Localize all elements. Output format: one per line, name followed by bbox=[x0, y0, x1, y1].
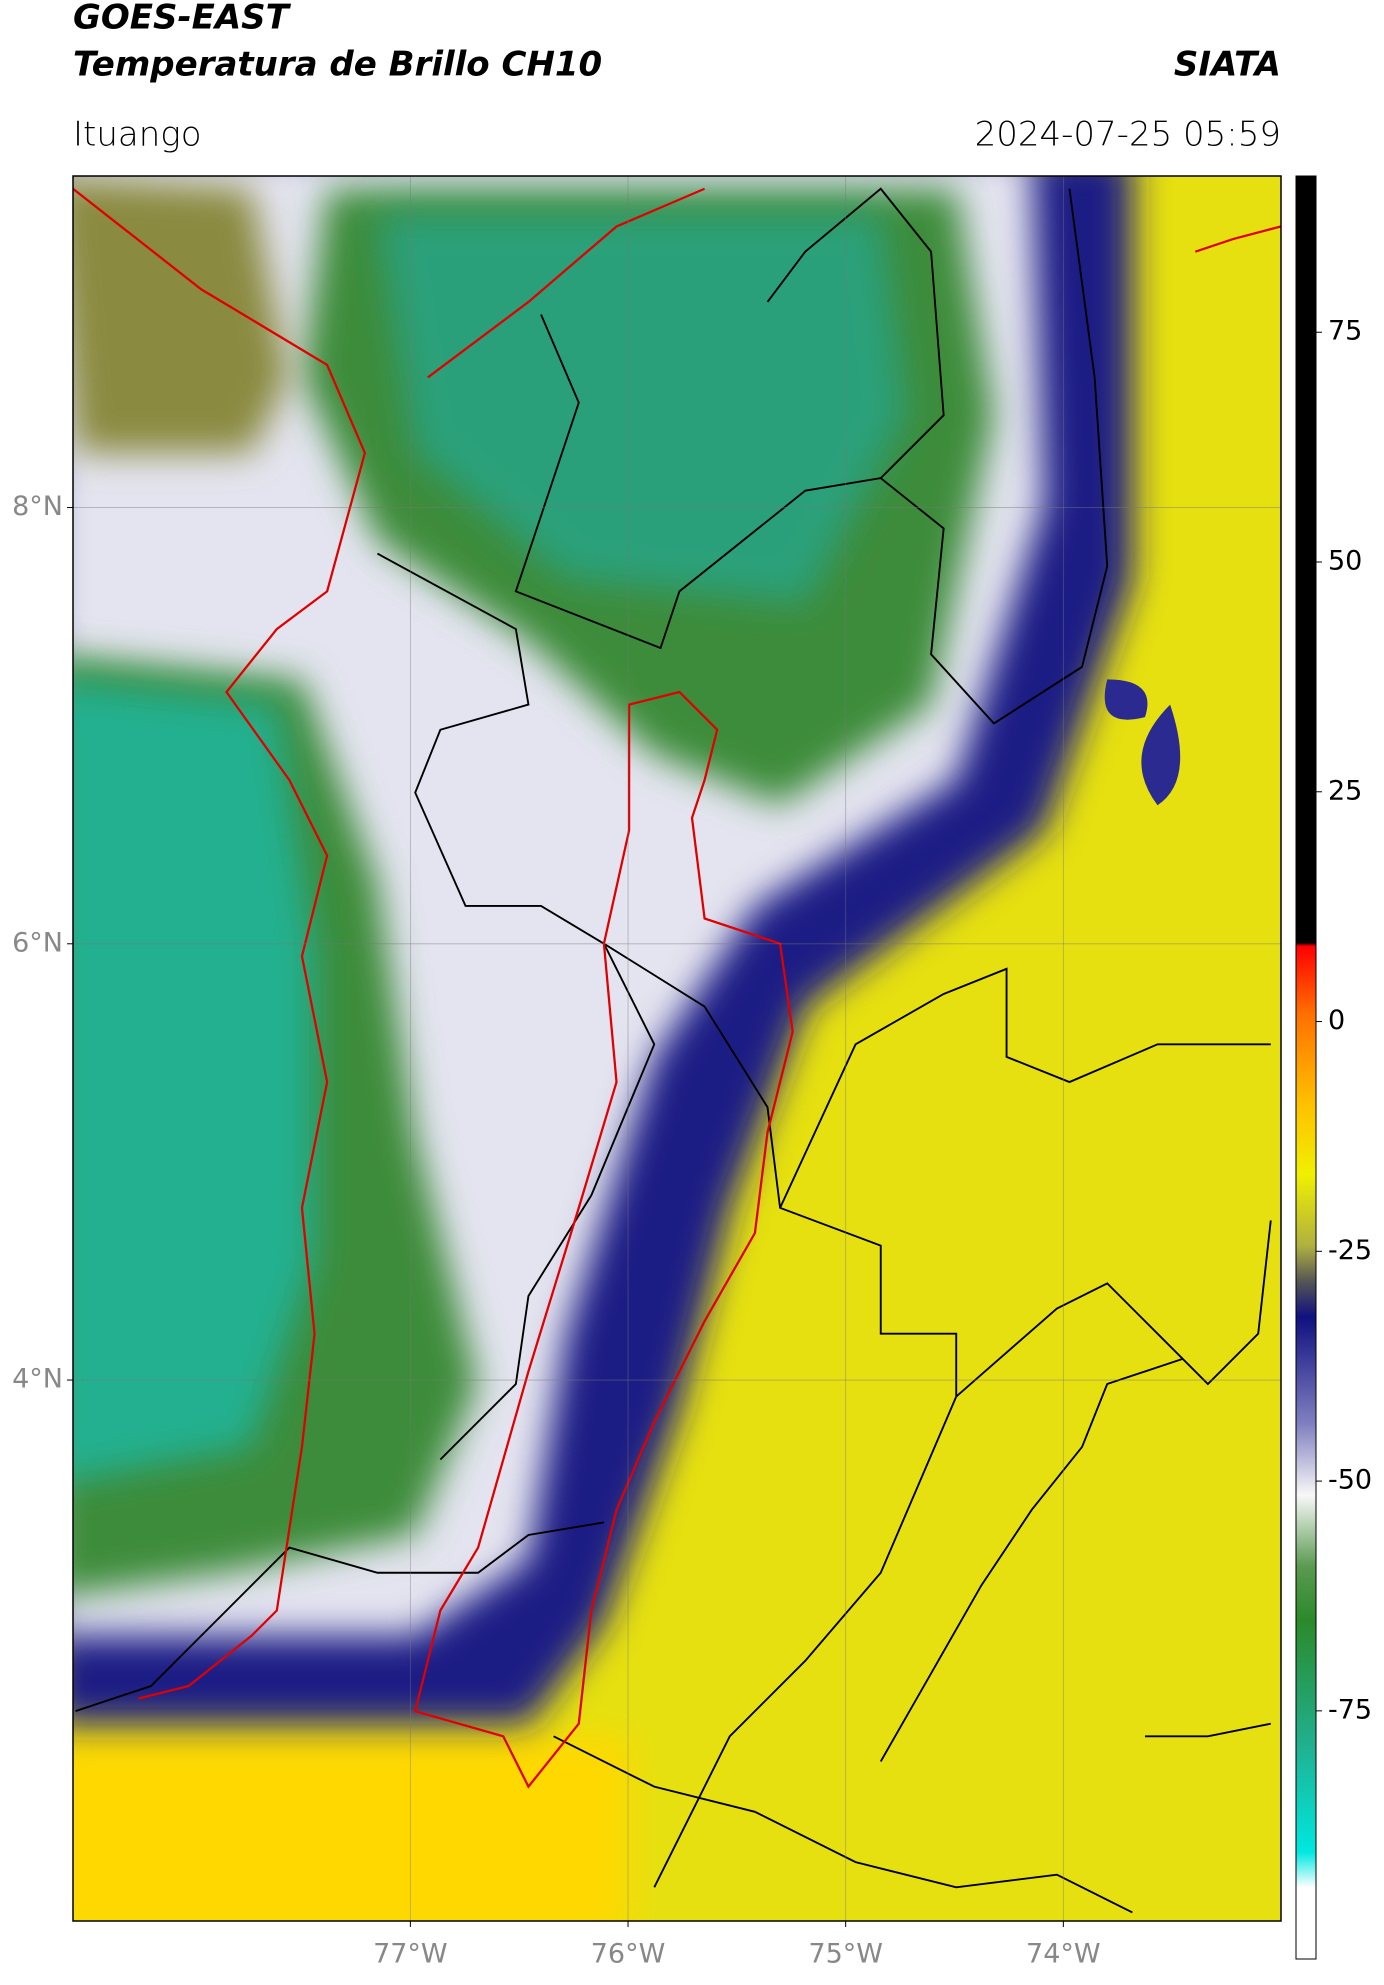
location: Ituango bbox=[73, 115, 202, 155]
cloud-cell bbox=[1104, 679, 1181, 806]
colorbar-tick-label: -50 bbox=[1328, 1465, 1372, 1496]
colorbar-tick-label: 75 bbox=[1328, 316, 1362, 347]
colorbar-tick-label: 0 bbox=[1328, 1005, 1345, 1036]
brand: SIATA bbox=[1174, 45, 1281, 85]
y-tick-label: 4°N bbox=[12, 1364, 63, 1395]
x-tick-label: 74°W bbox=[1026, 1939, 1101, 1970]
subtitle: Temperatura de Brillo CH10 bbox=[73, 45, 602, 85]
colorbar-tick-label: 50 bbox=[1328, 546, 1362, 577]
colorbar-ticks: 75 50 25 0 -25 -50 -75 bbox=[1316, 316, 1372, 1725]
warm-area bbox=[73, 1736, 630, 1921]
datetime: 2024-07-25 05:59 bbox=[975, 115, 1281, 155]
graticule bbox=[73, 176, 1281, 1921]
y-tick-label: 6°N bbox=[12, 927, 63, 958]
cloud-core-west bbox=[73, 681, 315, 1481]
colorbar-tick-label: 25 bbox=[1328, 775, 1362, 806]
x-tick-label: 76°W bbox=[591, 1939, 666, 1970]
map-image bbox=[73, 176, 1281, 1921]
y-tick-label: 8°N bbox=[12, 491, 63, 522]
map-frame bbox=[72, 175, 1282, 1922]
colorbar bbox=[1295, 175, 1317, 1960]
x-tick-label: 77°W bbox=[373, 1939, 448, 1970]
cloud-core-north bbox=[377, 213, 906, 604]
x-tick-label: 75°W bbox=[808, 1939, 883, 1970]
colorbar-tick-label: -75 bbox=[1328, 1694, 1372, 1725]
title: GOES-EAST bbox=[73, 0, 292, 38]
colorbar-tick-label: -25 bbox=[1328, 1235, 1372, 1266]
cloud-nw bbox=[73, 177, 290, 453]
borders bbox=[75, 187, 1272, 1914]
region-borders bbox=[73, 187, 1281, 1789]
